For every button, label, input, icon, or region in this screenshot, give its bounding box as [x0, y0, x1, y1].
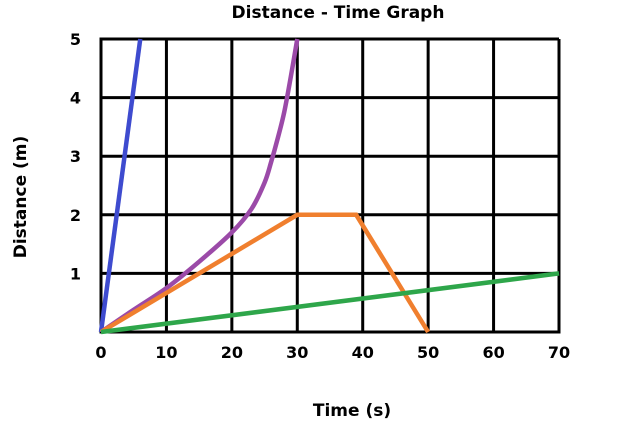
x-tick-label-3: 30 [286, 343, 308, 362]
series-line-3 [100, 271, 560, 335]
x-tick-label-0: 0 [95, 343, 106, 362]
y-axis-ticks: 1 2 3 4 5 [70, 30, 81, 283]
series-line-2 [99, 212, 431, 334]
y-tick-label-1: 2 [70, 206, 81, 225]
series-line-1 [99, 38, 300, 334]
x-tick-label-5: 50 [417, 343, 439, 362]
grid [99, 37, 561, 334]
y-tick-label-3: 4 [70, 89, 81, 108]
series-group [98, 38, 560, 335]
chart-title: Distance - Time Graph [232, 3, 445, 23]
y-axis-label: Distance (m) [11, 136, 31, 259]
x-tick-label-1: 10 [155, 343, 177, 362]
y-tick-label-0: 1 [70, 264, 81, 283]
x-axis-label: Time (s) [313, 401, 391, 421]
y-tick-label-4: 5 [70, 30, 81, 49]
y-tick-label-2: 3 [70, 147, 81, 166]
x-tick-label-2: 20 [221, 343, 243, 362]
x-tick-label-4: 40 [352, 343, 374, 362]
x-tick-label-7: 70 [548, 343, 570, 362]
x-tick-label-6: 60 [482, 343, 504, 362]
x-axis-ticks: 0 10 20 30 40 50 60 70 [95, 343, 570, 362]
series-line-0 [98, 38, 143, 333]
